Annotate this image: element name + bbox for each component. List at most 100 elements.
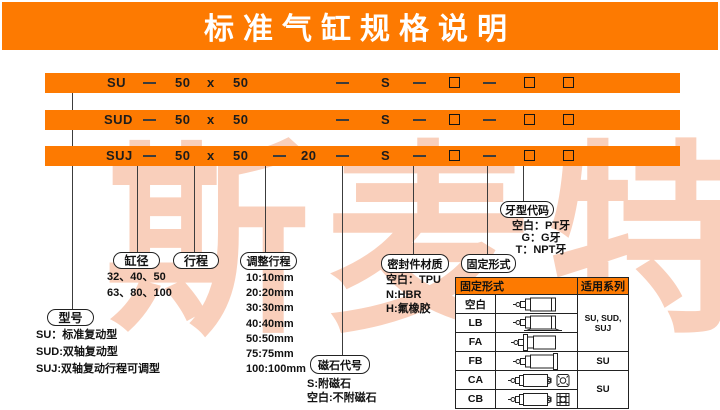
- mount-code: 空白: [455, 294, 496, 314]
- table-row: FB SU: [455, 351, 629, 371]
- dash-separator: [336, 119, 349, 121]
- callout-adjust: 调整行程: [240, 252, 297, 270]
- table-row: LB: [455, 313, 629, 333]
- bar-token-times: x: [207, 148, 215, 163]
- model-item-list: SU：标准复动型 SUD:双轴复动型 SUJ:双轴复动行程可调型: [36, 327, 160, 378]
- mount-code: LB: [455, 313, 496, 333]
- dash-separator: [413, 82, 426, 84]
- connector-adjust-line: [265, 166, 266, 252]
- list-item: 63、80、100: [107, 286, 172, 299]
- list-item: H:氟橡胶: [386, 303, 431, 315]
- bar-token-bore: 50: [175, 112, 191, 127]
- cylinder-clevis-cb-icon: [495, 389, 578, 409]
- series-cell: SU: [577, 370, 629, 409]
- mount-code: FB: [455, 351, 496, 371]
- connector-magnet-line: [342, 166, 343, 355]
- table-row: CA SU: [455, 370, 629, 409]
- bar-token-times: x: [207, 75, 215, 90]
- series-header: 适用系列: [577, 277, 629, 295]
- dash-separator: [413, 155, 426, 157]
- bar-token-magnet: S: [381, 148, 391, 163]
- option-box-seal: [449, 150, 460, 161]
- bar-token-magnet: S: [381, 112, 391, 127]
- mounting-table: 固定形式 适用系列 空白 SU, SUD, SUJ LB: [455, 277, 629, 409]
- bore-item-list: 32、40、50 63、80、100: [107, 270, 172, 301]
- list-item: 40:40mm: [246, 317, 294, 330]
- cylinder-foot-mount-icon: [495, 313, 578, 333]
- option-box-mount: [524, 114, 535, 125]
- list-item: 空白：PT牙: [511, 220, 571, 232]
- dash-separator: [483, 119, 496, 121]
- model-code-bar-su: SU 50 x 50 S: [45, 73, 680, 93]
- connector-model-line: [72, 93, 73, 309]
- cylinder-basic-icon: [495, 294, 578, 314]
- title-banner: 标准气缸规格说明: [2, 2, 718, 50]
- list-item: SU：标准复动型: [36, 329, 118, 341]
- list-item: N:HBR: [386, 288, 422, 301]
- table-header-row: 固定形式 适用系列: [455, 277, 629, 295]
- dash-separator: [336, 155, 349, 157]
- series-cell: SU: [577, 351, 629, 371]
- bar-token-stroke: 50: [233, 112, 249, 127]
- adjust-item-list: 10:10mm 20:20mm 30:30mm 40:40mm 50:50mm …: [246, 271, 306, 377]
- list-item: G：G牙: [521, 232, 561, 244]
- list-item: T：NPT牙: [515, 244, 567, 256]
- bar-token-magnet: S: [381, 75, 391, 90]
- bar-token-stroke: 50: [233, 75, 249, 90]
- table-row: 空白 SU, SUD, SUJ: [455, 294, 629, 352]
- list-item: S:附磁石: [307, 378, 351, 390]
- option-box-thread: [563, 150, 574, 161]
- mount-type-header: 固定形式: [455, 277, 578, 295]
- mount-code: CB: [455, 389, 496, 409]
- table-row: CB: [455, 389, 629, 409]
- bar-token-adjust: 20: [301, 148, 317, 163]
- thread-item-list: 空白：PT牙 G：G牙 T：NPT牙: [499, 220, 583, 256]
- dash-separator: [143, 82, 156, 84]
- option-box-seal: [449, 77, 460, 88]
- series-cell: SU, SUD, SUJ: [577, 294, 629, 352]
- list-item: 空白：TPU: [386, 274, 441, 286]
- option-box-thread: [563, 114, 574, 125]
- bar-token-times: x: [207, 112, 215, 127]
- model-code-bar-sud: SUD 50 x 50 S: [45, 110, 680, 130]
- connector-seal-line: [413, 166, 414, 254]
- list-item: 20:20mm: [246, 287, 294, 300]
- cylinder-rear-flange-icon: [495, 351, 578, 371]
- cylinder-front-flange-icon: [495, 332, 578, 352]
- mount-code: CA: [455, 370, 496, 390]
- callout-thread: 牙型代码: [500, 201, 554, 218]
- callout-seal: 密封件材质: [381, 254, 449, 273]
- dash-separator: [483, 155, 496, 157]
- seal-item-list: 空白：TPU N:HBR H:氟橡胶: [386, 273, 441, 317]
- bar-token-model: SU: [107, 75, 127, 90]
- dash-separator: [413, 119, 426, 121]
- bar-token-model: SUJ: [106, 148, 133, 163]
- list-item: 10:10mm: [246, 272, 294, 284]
- dash-separator: [336, 82, 349, 84]
- list-item: SUD:双轴复动型: [36, 346, 118, 358]
- bar-token-bore: 50: [175, 148, 191, 163]
- dash-separator: [483, 82, 496, 84]
- connector-bore-line: [137, 166, 138, 252]
- bar-token-stroke: 50: [233, 148, 249, 163]
- connector-mount-line: [487, 166, 488, 254]
- dash-separator: [143, 155, 156, 157]
- bar-token-model: SUD: [104, 112, 133, 127]
- callout-stroke: 行程: [173, 252, 219, 269]
- list-item: 100:100mm: [246, 363, 306, 376]
- list-item: SUJ:双轴复动行程可调型: [36, 363, 161, 375]
- option-box-seal: [449, 114, 460, 125]
- page-title: 标准气缸规格说明: [204, 13, 516, 46]
- callout-mount: 固定形式: [461, 254, 516, 273]
- list-item: 75:75mm: [246, 348, 294, 361]
- option-box-thread: [563, 77, 574, 88]
- callout-bore: 缸径: [113, 252, 160, 269]
- bar-token-bore: 50: [175, 75, 191, 90]
- model-code-bar-suj: SUJ 50 x 50 20 S: [45, 146, 680, 166]
- cylinder-clevis-ca-icon: [495, 370, 578, 390]
- option-box-mount: [524, 77, 535, 88]
- list-item: 32、40、50: [107, 271, 166, 283]
- list-item: 30:30mm: [246, 302, 294, 315]
- connector-stroke-line: [194, 166, 195, 252]
